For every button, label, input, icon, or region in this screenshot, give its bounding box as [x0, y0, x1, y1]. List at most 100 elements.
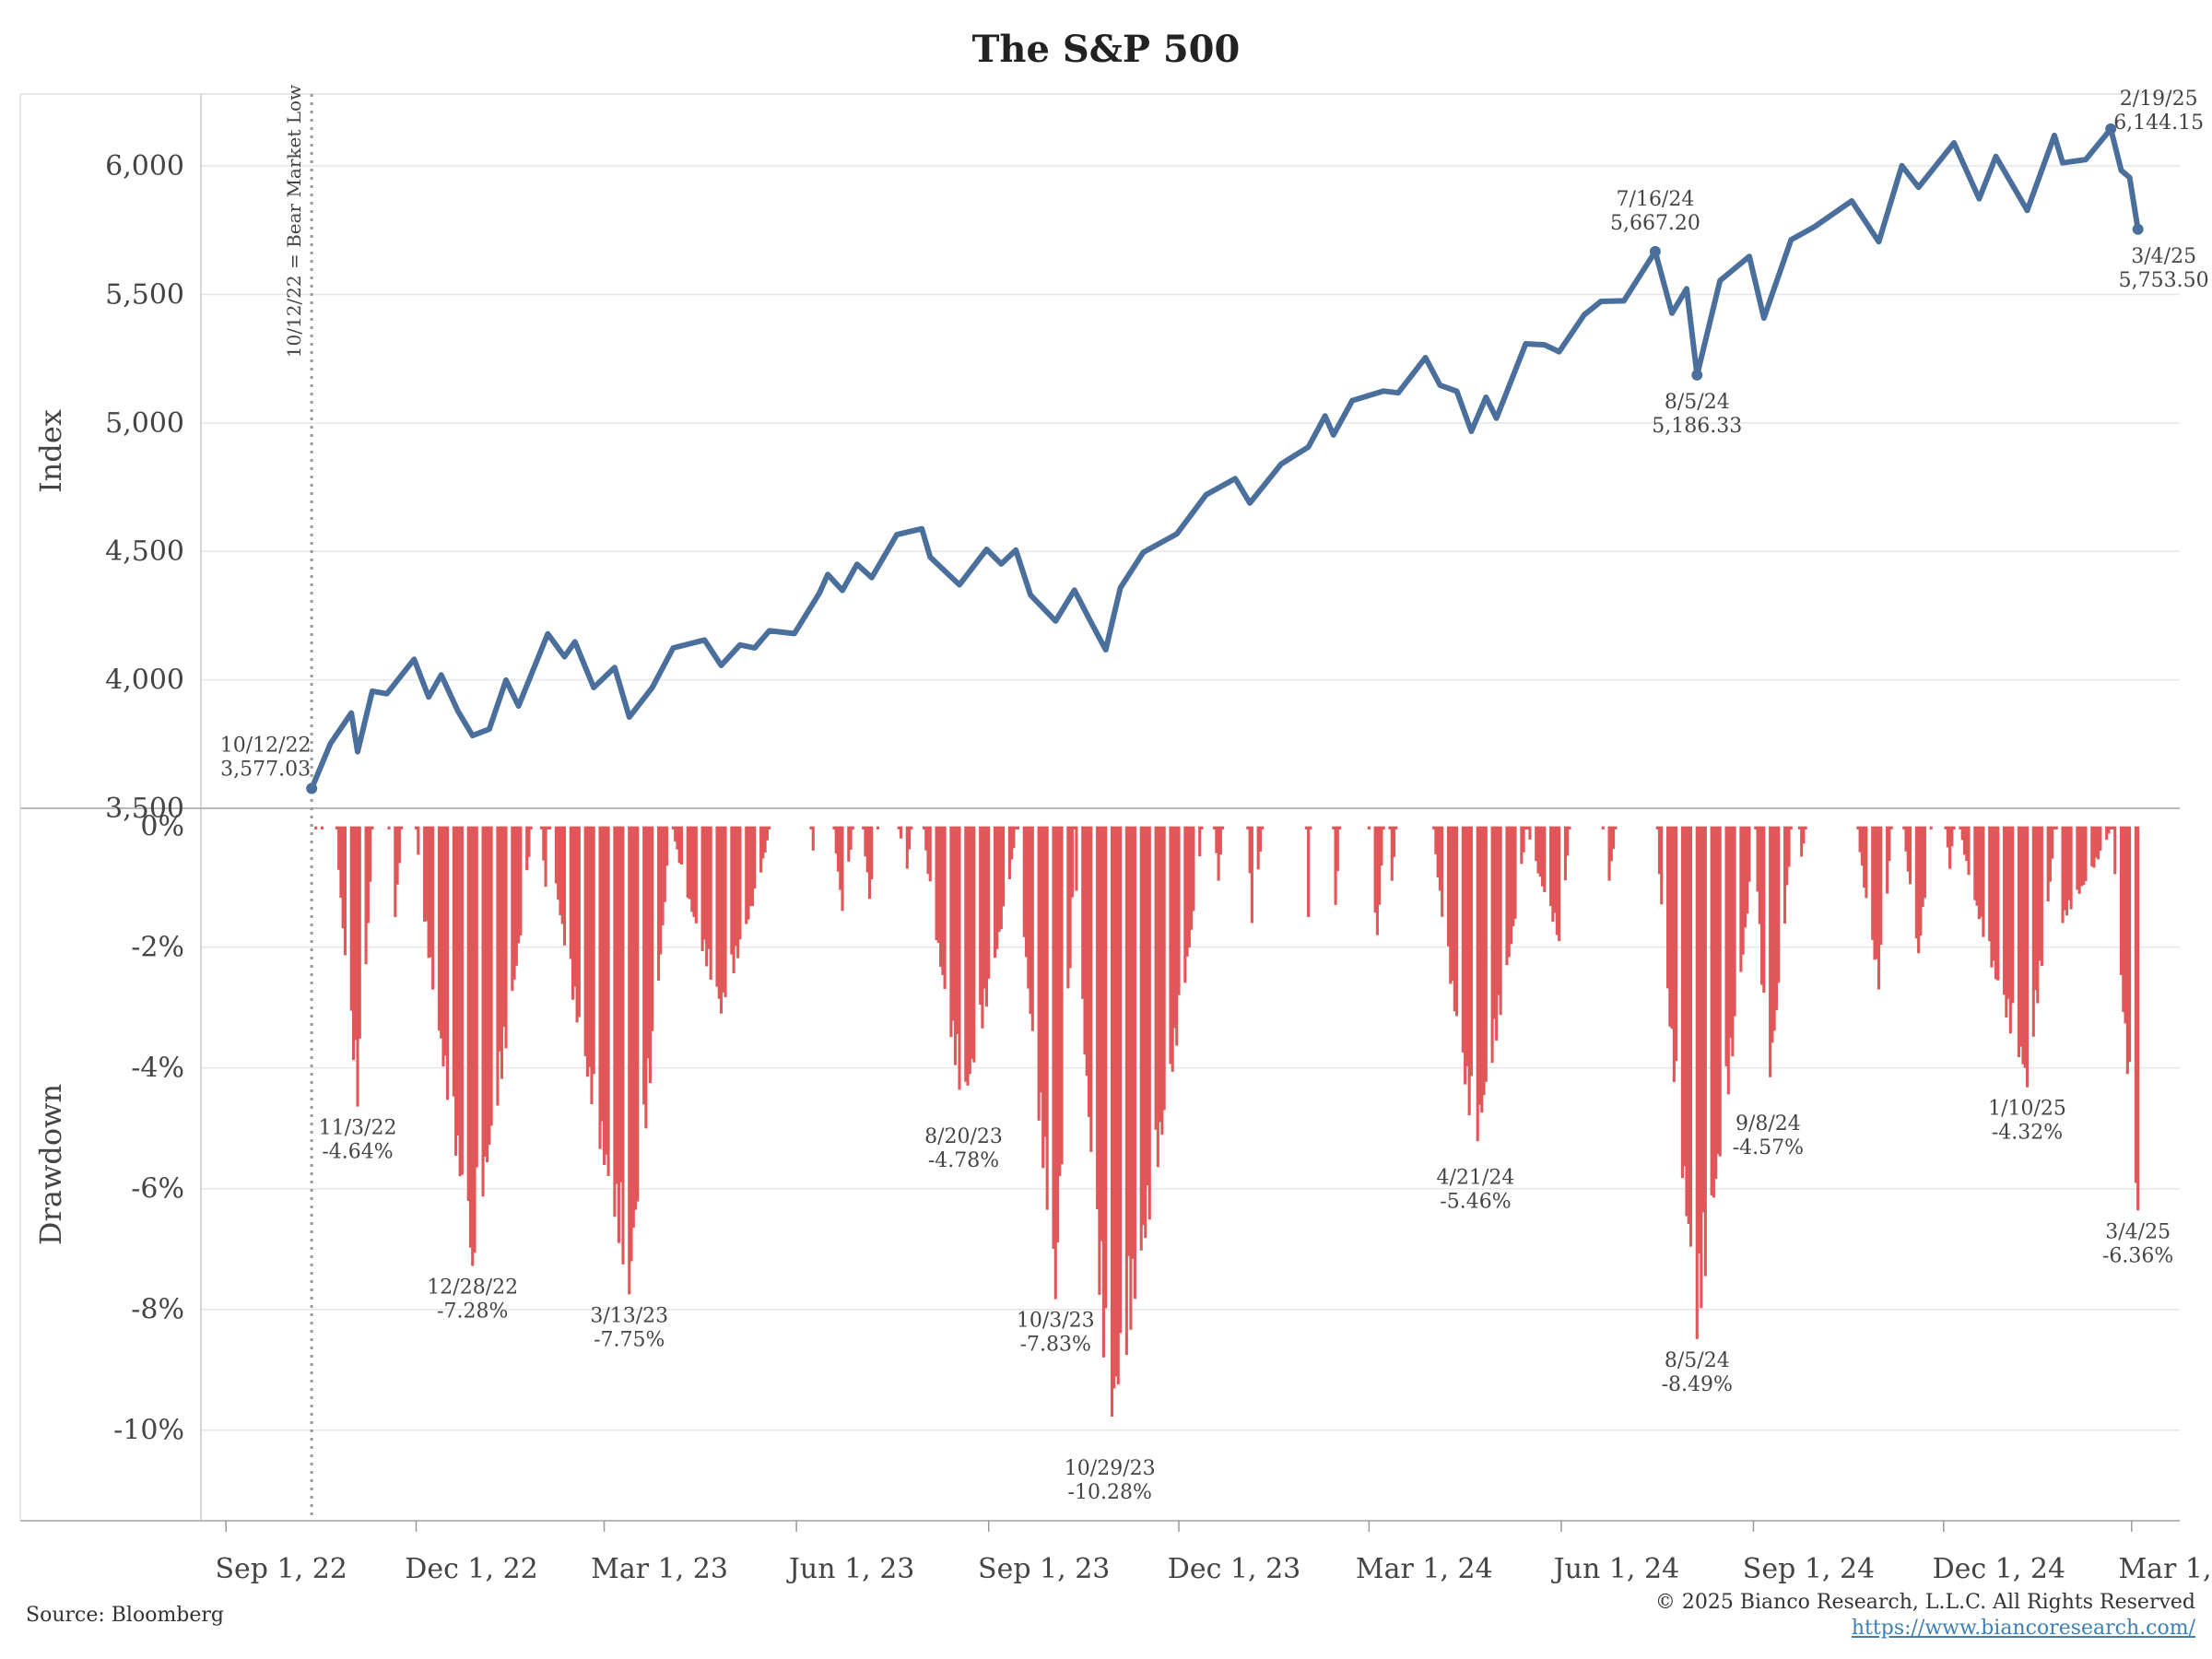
- drawdown-bar: [1215, 826, 1218, 853]
- drawdown-bar: [1540, 826, 1545, 887]
- axis-layer: 10/12/22 = Bear Market Low 3,500 4,000 4,50…: [33, 85, 2212, 1585]
- drawdown-bar: [1944, 826, 1947, 830]
- drawdown-bar: [1304, 826, 1308, 830]
- drawdown-bar: [1438, 826, 1441, 891]
- drawdown-bar: [958, 826, 961, 1090]
- drawdown-bar: [613, 826, 617, 1218]
- drawdown-bar: [394, 826, 397, 917]
- drawdown-bar: [431, 826, 435, 990]
- drawdown-bar: [2076, 826, 2079, 890]
- drawdown-bar: [2124, 826, 2127, 1024]
- drawdown-bar: [851, 826, 854, 830]
- drawdown-bar: [1856, 826, 1860, 830]
- drawdown-bar: [1058, 826, 1062, 1177]
- drawdown-bar: [865, 826, 869, 873]
- drawdown-bar: [1946, 826, 1949, 848]
- drawdown-bar: [811, 826, 815, 851]
- drawdown-bar: [715, 826, 719, 987]
- drawdown-bar: [1865, 826, 1868, 899]
- drawdown-bar: [908, 826, 912, 850]
- drawdown-bar: [1378, 826, 1382, 905]
- drawdown-bar: [598, 826, 602, 1149]
- drawdown-bar: [1087, 826, 1091, 1117]
- drawdown-bar: [1045, 826, 1049, 1210]
- drawdown-annotation-value: -5.46%: [1440, 1190, 1511, 1213]
- drawdown-bar: [1190, 826, 1194, 930]
- website-link[interactable]: https://www.biancoresearch.com/: [1851, 1617, 2195, 1640]
- drawdown-bar: [1906, 826, 1910, 872]
- drawdown-bar: [1089, 826, 1093, 1152]
- drawdown-bar: [2034, 826, 2038, 991]
- drawdown-bar: [1660, 826, 1664, 905]
- drawdown-bar: [1394, 826, 1398, 830]
- drawdown-bar: [1962, 826, 1967, 855]
- drawdown-bar: [617, 826, 620, 1243]
- drawdown-bar: [621, 826, 625, 1265]
- drawdown-bar: [964, 826, 968, 1082]
- drawdown-bar: [1162, 826, 1166, 1111]
- drawdown-bar: [429, 826, 432, 958]
- drawdown-bar: [1446, 826, 1451, 947]
- drawdown-bar: [832, 826, 836, 830]
- drawdown-tick-label: 0%: [140, 811, 184, 843]
- drawdown-bar: [1655, 826, 1659, 830]
- drawdown-bar: [1156, 826, 1159, 1168]
- drawdown-bar: [320, 826, 324, 830]
- drawdown-bar: [1124, 826, 1128, 1355]
- drawdown-bar: [841, 826, 844, 912]
- index-line: [309, 125, 2141, 792]
- drawdown-bar: [335, 826, 338, 830]
- drawdown-bar: [1492, 826, 1496, 1019]
- drawdown-bar: [600, 826, 604, 1122]
- drawdown-bar: [525, 826, 529, 871]
- drawdown-bars: [314, 826, 2140, 1418]
- drawdown-bar: [1860, 826, 1864, 866]
- drawdown-bar: [1789, 826, 1793, 830]
- drawdown-bar: [1758, 826, 1761, 924]
- drawdown-bar: [1453, 826, 1456, 1012]
- drawdown-bar: [1192, 826, 1195, 912]
- drawdown-bar: [910, 826, 913, 830]
- drawdown-bar: [671, 826, 675, 830]
- drawdown-bar: [2136, 826, 2140, 1211]
- drawdown-bar: [546, 826, 549, 830]
- drawdown-bar: [1467, 826, 1471, 1116]
- drawdown-bar: [569, 826, 572, 959]
- drawdown-bar: [314, 826, 318, 830]
- drawdown-axis-title: Drawdown: [33, 1084, 68, 1245]
- drawdown-bar: [1482, 826, 1486, 1096]
- drawdown-bar: [1505, 826, 1509, 966]
- drawdown-annotation-value: -6.36%: [2102, 1244, 2173, 1267]
- drawdown-bar: [1141, 826, 1146, 1226]
- drawdown-bar: [1973, 826, 1977, 900]
- drawdown-bar: [1657, 826, 1662, 875]
- drawdown-bar: [2011, 826, 2015, 1004]
- drawdown-bar: [1171, 826, 1174, 1072]
- drawdown-bar: [387, 826, 391, 830]
- drawdown-bar: [1746, 826, 1749, 914]
- drawdown-bar: [1041, 826, 1045, 1169]
- drawdown-bar: [646, 826, 650, 1059]
- drawdown-bar: [1888, 826, 1891, 862]
- drawdown-bar: [414, 826, 418, 830]
- index-annotation-date: 3/4/25: [2131, 245, 2196, 268]
- drawdown-bar: [441, 826, 445, 1067]
- drawdown-bar: [417, 826, 420, 855]
- drawdown-bar: [1990, 826, 1994, 968]
- drawdown-bar: [1858, 826, 1862, 853]
- drawdown-bar: [1871, 826, 1875, 940]
- drawdown-bar: [2109, 826, 2112, 830]
- drawdown-bar: [1030, 826, 1034, 1031]
- drawdown-bar: [2017, 826, 2020, 1058]
- drawdown-bar: [1549, 826, 1553, 907]
- drawdown-bar: [1566, 826, 1570, 856]
- drawdown-bar: [1877, 826, 1881, 990]
- drawdown-bar: [1066, 826, 1070, 989]
- drawdown-bar: [1100, 826, 1103, 1241]
- drawdown-bar: [486, 826, 489, 1163]
- drawdown-bar: [674, 826, 677, 841]
- drawdown-bar: [1160, 826, 1164, 1135]
- drawdown-bar: [343, 826, 347, 956]
- index-annotation-value: 5,753.50: [2119, 269, 2209, 292]
- drawdown-bar: [899, 826, 903, 839]
